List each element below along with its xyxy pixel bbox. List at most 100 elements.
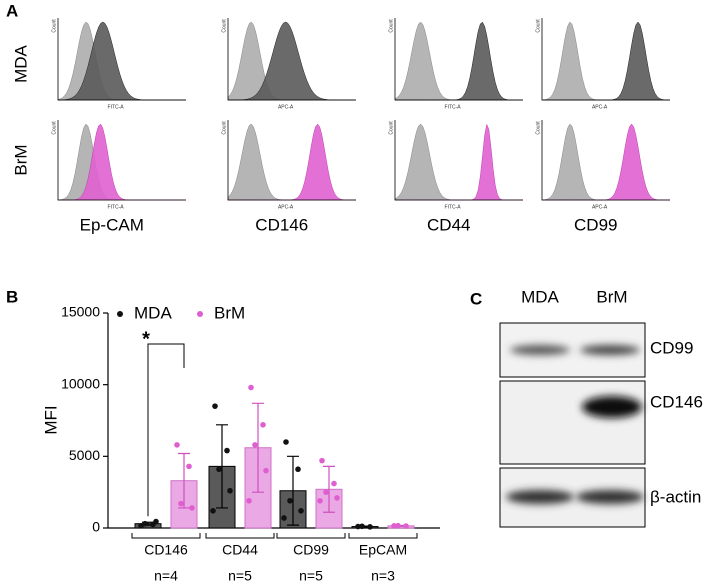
data-point — [391, 523, 397, 529]
data-point — [295, 466, 301, 473]
histogram-axes — [541, 120, 670, 201]
histogram-axes — [57, 18, 186, 101]
significance-bracket — [147, 343, 185, 517]
isotype-histogram — [227, 123, 356, 201]
column-label: CD99 — [574, 215, 617, 234]
blot-label: CD146 — [650, 392, 703, 411]
axis-channel: FITC-A — [108, 204, 125, 210]
data-point — [281, 515, 287, 521]
histogram-axes — [227, 120, 356, 201]
sample-size: n=4 — [154, 568, 178, 584]
data-point — [227, 487, 233, 494]
data-point — [246, 497, 252, 504]
blot — [499, 380, 646, 465]
row-label: BrM — [11, 144, 30, 175]
isotype-histogram — [57, 123, 186, 201]
category-bracket — [276, 533, 346, 539]
band — [582, 396, 642, 418]
data-point — [331, 480, 337, 487]
data-point — [403, 523, 409, 529]
axis-count: Count — [388, 121, 394, 135]
data-point — [212, 403, 218, 409]
axis-count: Count — [51, 19, 57, 33]
axis-channel: APC-A — [278, 104, 294, 110]
axis-count: Count — [535, 121, 541, 135]
data-point — [186, 463, 192, 470]
column-label: MDA — [521, 287, 559, 306]
x-tick-label: CD146 — [144, 542, 188, 558]
y-tick-label: 5000 — [69, 447, 100, 463]
band — [580, 345, 640, 355]
data-point — [283, 439, 289, 445]
axis-count: Count — [221, 121, 227, 135]
axis-channel: FITC-A — [108, 104, 125, 110]
axis-count: Count — [535, 19, 541, 33]
category-bracket — [348, 533, 418, 539]
data-point — [359, 523, 365, 530]
histogram-axes — [57, 120, 186, 201]
legend-label: MDA — [134, 303, 172, 322]
legend-marker — [117, 311, 123, 317]
data-point — [367, 524, 373, 530]
axis-channel: FITC-A — [445, 104, 462, 110]
x-tick-label: CD44 — [222, 542, 258, 558]
blot-label: CD99 — [650, 338, 693, 357]
blot-label: β-actin — [650, 487, 701, 506]
x-tick-label: EpCAM — [359, 542, 407, 558]
column-label: Ep-CAM — [80, 215, 144, 234]
y-axis-label: MFI — [41, 405, 60, 434]
histogram-axes — [394, 18, 523, 101]
x-tick-label: CD99 — [293, 542, 329, 558]
sample-size: n=5 — [299, 568, 323, 584]
data-point — [323, 489, 329, 495]
data-point — [298, 508, 304, 514]
data-point — [210, 508, 216, 514]
histogram-axes — [394, 120, 523, 201]
data-point — [260, 422, 266, 428]
axis-count: Count — [221, 19, 227, 33]
category-bracket — [205, 533, 275, 539]
row-label: MDA — [11, 44, 30, 82]
isotype-histogram — [394, 123, 523, 201]
panel-label: A — [6, 1, 18, 20]
error-bar — [252, 402, 264, 493]
sample-size: n=5 — [228, 568, 252, 584]
sample-size: n=3 — [371, 568, 395, 584]
data-point — [174, 442, 180, 448]
data-point — [142, 520, 148, 527]
data-point — [178, 500, 184, 507]
y-tick-label: 15000 — [61, 304, 100, 320]
data-point — [263, 467, 269, 474]
data-point — [216, 466, 222, 473]
data-point — [252, 442, 258, 448]
data-point — [355, 523, 361, 530]
axis-count: Count — [388, 19, 394, 33]
error-bar — [216, 424, 228, 509]
axis-channel: APC-A — [278, 204, 294, 210]
data-point — [248, 384, 254, 391]
data-point — [189, 505, 195, 511]
data-point — [319, 457, 325, 464]
axis-channel: APC-A — [592, 104, 608, 110]
data-point — [287, 497, 293, 504]
column-label: CD44 — [427, 215, 470, 234]
data-point — [224, 447, 230, 454]
axis-count: Count — [51, 121, 57, 135]
band — [576, 490, 644, 504]
error-bar — [323, 465, 335, 513]
panel-label: C — [470, 289, 482, 308]
category-bracket — [131, 533, 201, 539]
isotype-histogram — [541, 123, 670, 201]
y-tick-label: 10000 — [61, 375, 100, 391]
panel-label: B — [6, 287, 18, 306]
column-label: BrM — [596, 287, 627, 306]
y-tick-label: 0 — [92, 519, 100, 535]
histogram-axes — [227, 18, 356, 101]
isotype-histogram — [394, 21, 523, 101]
legend-label: BrM — [214, 303, 245, 322]
data-point — [334, 495, 340, 501]
error-bar — [178, 452, 190, 509]
histogram-axes — [541, 18, 670, 101]
